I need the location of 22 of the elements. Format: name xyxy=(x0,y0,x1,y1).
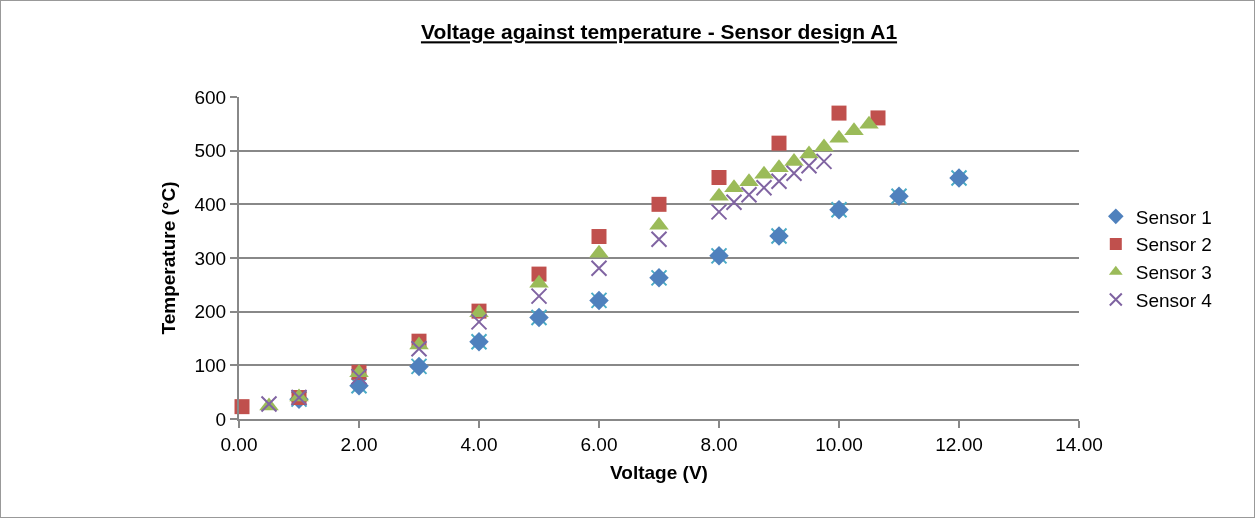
x-tick-label: 0.00 xyxy=(220,433,258,455)
legend-label: Sensor 2 xyxy=(1135,234,1212,256)
x-tick-label: 4.00 xyxy=(460,433,498,455)
chart-title: Voltage against temperature - Sensor design A1 xyxy=(420,20,898,44)
y-tick-label: 500 xyxy=(194,140,227,162)
x-tick-label: 2.00 xyxy=(340,433,378,455)
legend-label: Sensor 1 xyxy=(1135,206,1212,228)
legend-label: Sensor 4 xyxy=(1135,289,1213,311)
y-tick-label: 600 xyxy=(194,86,227,108)
legend-label: Sensor 3 xyxy=(1135,262,1212,284)
x-tick-label: 12.00 xyxy=(935,433,983,455)
y-tick-label: 100 xyxy=(194,354,227,376)
x-tick-label: 6.00 xyxy=(580,433,618,455)
y-tick-label: 0 xyxy=(215,408,227,430)
x-axis-title: Voltage (V) xyxy=(610,462,708,484)
x-tick-label: 14.00 xyxy=(1055,433,1103,455)
x-tick-label: 10.00 xyxy=(815,433,863,455)
y-tick-label: 400 xyxy=(194,193,227,215)
y-tick-label: 200 xyxy=(194,301,227,323)
x-tick-label: 8.00 xyxy=(700,433,738,455)
y-tick-label: 300 xyxy=(194,247,227,269)
y-axis-title: Temperature (°C) xyxy=(157,181,179,335)
